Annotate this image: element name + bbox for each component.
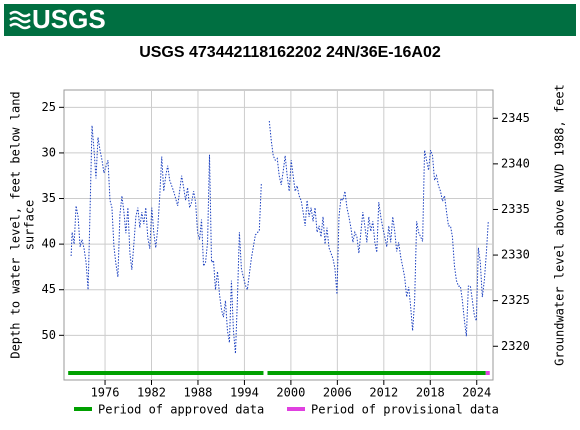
x-tick-label: 2012 xyxy=(369,386,398,400)
x-tick-label: 2006 xyxy=(323,386,352,400)
y2-tick-label: 2335 xyxy=(501,202,530,216)
x-tick-label: 1976 xyxy=(91,386,120,400)
y2-tick-label: 2320 xyxy=(501,339,530,353)
header-bar xyxy=(4,4,576,36)
y-tick-label: 50 xyxy=(42,328,56,342)
logo-waves xyxy=(9,10,31,30)
x-tick-label: 1988 xyxy=(184,386,213,400)
legend-swatch xyxy=(74,407,92,411)
y2-axis-title: Groundwater level above NAVD 1988, feet xyxy=(553,84,567,366)
plot-frame xyxy=(63,89,494,381)
y-axis-title: Depth to water level, feet below land xyxy=(9,91,23,358)
x-tick-label: 1982 xyxy=(137,386,166,400)
x-tick-label: 2018 xyxy=(416,386,445,400)
legend-label: Period of approved data xyxy=(98,403,264,417)
legend-label: Period of provisional data xyxy=(311,403,499,417)
y-tick-label: 40 xyxy=(42,237,56,251)
y-tick-label: 30 xyxy=(42,145,56,159)
y-axis-title: surface xyxy=(23,200,37,251)
y-tick-label: 25 xyxy=(42,100,56,114)
y-tick-label: 35 xyxy=(42,191,56,205)
y-tick-label: 45 xyxy=(42,282,56,296)
x-tick-label: 2024 xyxy=(462,386,491,400)
chart-title: USGS 473442118162202 24N/36E-16A02 xyxy=(139,44,441,61)
y2-tick-label: 2330 xyxy=(501,248,530,262)
y2-tick-label: 2325 xyxy=(501,293,530,307)
y2-tick-label: 2345 xyxy=(501,111,530,125)
period-bar xyxy=(485,371,490,375)
data-line xyxy=(70,120,489,354)
x-tick-label: 2000 xyxy=(276,386,305,400)
period-bar xyxy=(68,371,264,375)
x-tick-label: 1994 xyxy=(230,386,259,400)
period-bar xyxy=(267,371,486,375)
logo: USGS xyxy=(32,4,106,34)
legend-swatch xyxy=(287,407,305,411)
y2-tick-label: 2340 xyxy=(501,156,530,170)
